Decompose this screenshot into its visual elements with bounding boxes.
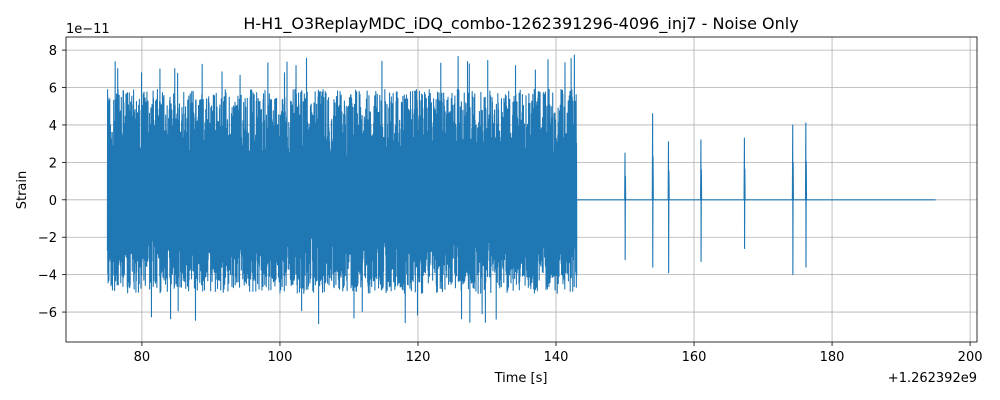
y-tick-label: 4	[49, 119, 57, 134]
y-tick-label: 0	[49, 194, 57, 209]
chart-title: H-H1_O3ReplayMDC_iDQ_combo-1262391296-40…	[243, 14, 798, 34]
y-tick-label: −2	[38, 231, 57, 246]
x-tick-label: 180	[820, 350, 845, 365]
y-axis-label: Strain	[15, 171, 30, 210]
y-tick-label: 2	[49, 156, 57, 171]
x-tick-label: 200	[958, 350, 983, 365]
y-tick-label: 6	[49, 82, 57, 97]
y-tick-label: −6	[38, 306, 57, 321]
strain-series	[106, 54, 936, 325]
x-tick-label: 80	[134, 350, 151, 365]
y-axis-ticks: −6 −4 −2 0 2 4 6 8	[38, 44, 66, 321]
x-tick-label: 100	[268, 350, 293, 365]
y-tick-label: 8	[49, 44, 57, 59]
x-offset-label: +1.262392e9	[888, 371, 977, 386]
y-tick-label: −4	[38, 269, 57, 284]
x-axis-ticks: 80 100 120 140 160 180 200	[134, 342, 983, 365]
x-tick-label: 120	[406, 350, 431, 365]
strain-series-line	[106, 54, 936, 325]
x-tick-label: 140	[544, 350, 569, 365]
x-axis-label: Time [s]	[494, 371, 548, 386]
y-scale-label: 1e−11	[66, 22, 110, 37]
plot-frame	[65, 36, 978, 343]
x-tick-label: 160	[682, 350, 707, 365]
